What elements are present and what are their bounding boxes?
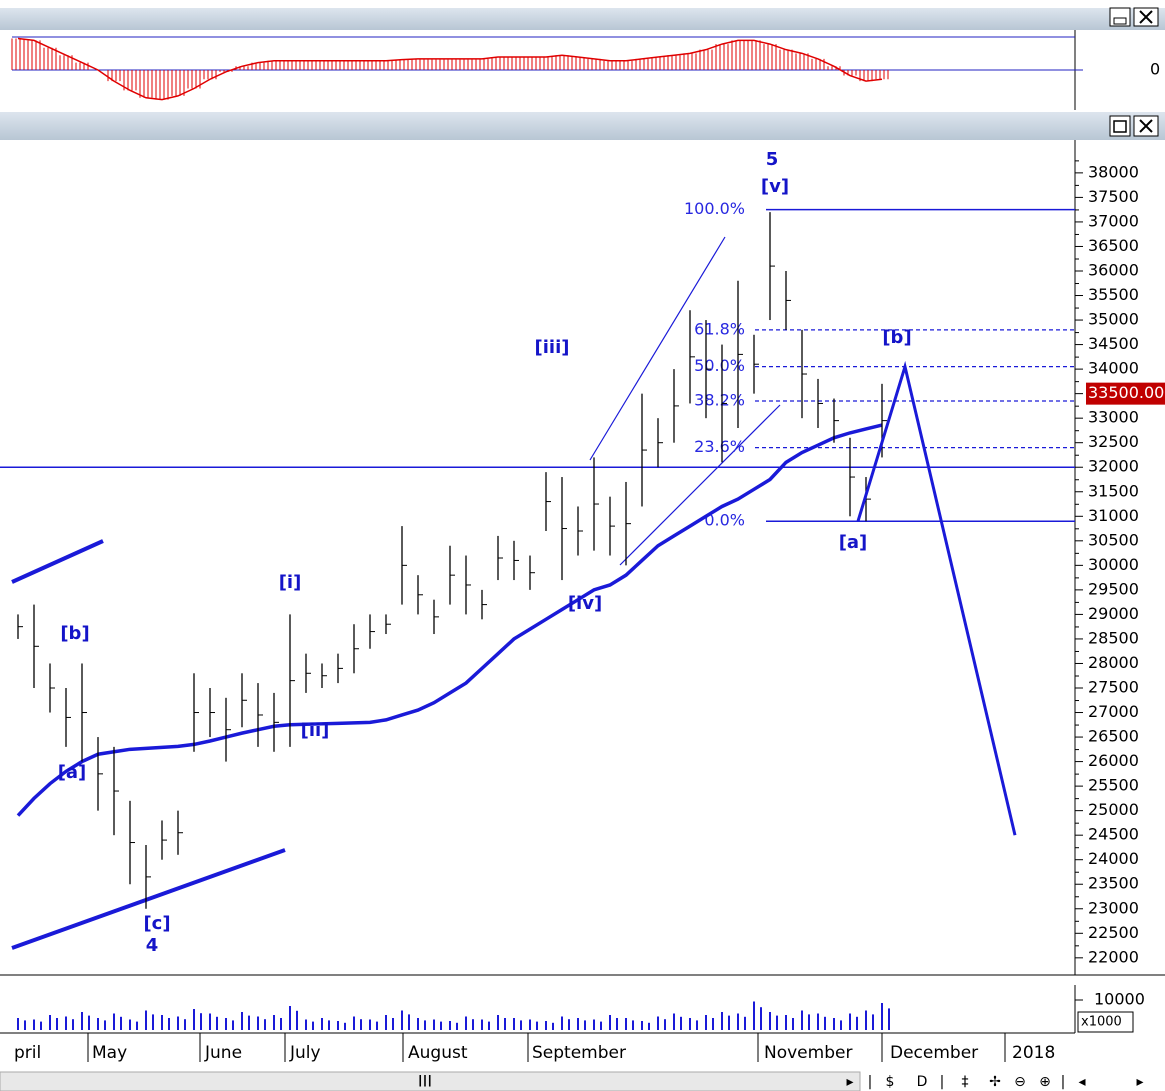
y-tick-label: 24000 — [1088, 849, 1139, 868]
y-tick-label: 31500 — [1088, 481, 1139, 500]
toolbar-button[interactable]: D — [917, 1074, 928, 1090]
wave-label: [i] — [279, 572, 302, 593]
toolbar-button[interactable]: $ — [886, 1074, 895, 1090]
y-tick-label: 22500 — [1088, 923, 1139, 942]
y-tick-label: 22000 — [1088, 947, 1139, 966]
window-buttons[interactable] — [1109, 7, 1159, 137]
y-tick-label: 35500 — [1088, 285, 1139, 304]
month-label: December — [890, 1043, 978, 1063]
y-tick-label: 34500 — [1088, 334, 1139, 353]
projection — [856, 360, 1017, 836]
oscillator-line — [17, 37, 883, 101]
unit-box — [1077, 1011, 1134, 1033]
y-tick-label: 30000 — [1088, 555, 1139, 574]
moving-average — [16, 423, 883, 817]
toolbar-button[interactable]: | — [940, 1074, 945, 1090]
wave-label: [ii] — [301, 720, 330, 741]
fib-label: 61.8% — [694, 319, 745, 338]
oscillator-tick-label: 0 — [1150, 60, 1160, 79]
month-label: June — [204, 1043, 242, 1063]
month-label: August — [408, 1043, 468, 1063]
y-tick-label: 37000 — [1088, 211, 1139, 230]
toolbar-button[interactable]: ✢ — [989, 1074, 1001, 1090]
toolbar-button[interactable]: | — [1061, 1074, 1066, 1090]
trend-lines — [11, 236, 781, 950]
y-tick-label: 29000 — [1088, 604, 1139, 623]
y-tick-label: 31000 — [1088, 506, 1139, 525]
month-label: 2018 — [1012, 1043, 1055, 1063]
month-label: July — [289, 1043, 321, 1063]
y-tick-label: 34000 — [1088, 359, 1139, 378]
fib-label: 23.6% — [694, 437, 745, 456]
last-price-label: 33500.00 — [1088, 383, 1164, 402]
panel-header — [0, 112, 1165, 140]
y-tick-label: 26500 — [1088, 727, 1139, 746]
y-tick-label: 36500 — [1088, 236, 1139, 255]
toolbar-button[interactable]: | — [868, 1074, 873, 1090]
volume-tick-label: 10000 — [1094, 990, 1145, 1009]
y-tick-label: 36000 — [1088, 260, 1139, 279]
wave-label: 5 — [766, 149, 779, 170]
toolbar-button[interactable]: ⊖ — [1014, 1074, 1026, 1090]
y-tick-label: 23000 — [1088, 898, 1139, 917]
wave-label: [b] — [882, 327, 911, 348]
month-label: November — [764, 1043, 852, 1063]
y-tick-label: 38000 — [1088, 162, 1139, 181]
panel-header — [0, 8, 1165, 30]
y-tick-label: 33000 — [1088, 408, 1139, 427]
fib-label: 50.0% — [694, 356, 745, 375]
volume-unit: x1000 — [1081, 1015, 1122, 1030]
wave-label: [a] — [58, 762, 87, 783]
y-tick-label: 24500 — [1088, 825, 1139, 844]
wave-label: [b] — [60, 623, 89, 644]
y-tick-label: 23500 — [1088, 874, 1139, 893]
y-tick-label: 30500 — [1088, 530, 1139, 549]
month-label: May — [92, 1043, 127, 1063]
month-label: September — [532, 1043, 626, 1063]
toolbar-button[interactable]: ⊕ — [1039, 1074, 1051, 1090]
y-tick-label: 32000 — [1088, 457, 1139, 476]
toolbar-button[interactable]: ◂ — [1078, 1074, 1085, 1090]
last-price-box — [1086, 382, 1165, 405]
month-label: pril — [14, 1043, 41, 1063]
y-tick-label: 32500 — [1088, 432, 1139, 451]
y-tick-label: 28500 — [1088, 628, 1139, 647]
fib-label: 38.2% — [694, 390, 745, 409]
scrollbar-grip[interactable]: III — [418, 1072, 432, 1091]
wave-label: [c] — [143, 913, 170, 934]
wave-label: 4 — [146, 935, 159, 956]
wave-label: [a] — [839, 532, 868, 553]
y-tick-label: 35000 — [1088, 310, 1139, 329]
fib-label: 0.0% — [704, 511, 745, 530]
y-tick-label: 25000 — [1088, 800, 1139, 819]
fib-label: 100.0% — [684, 199, 745, 218]
toolbar-button[interactable]: ▸ — [1136, 1074, 1143, 1090]
wave-label: [v] — [761, 176, 789, 197]
wave-label: [iv] — [568, 593, 602, 614]
wave-label: [iii] — [535, 337, 570, 358]
y-tick-label: 37500 — [1088, 187, 1139, 206]
y-tick-label: 29500 — [1088, 579, 1139, 598]
toolbar-button[interactable]: ▸ — [846, 1074, 853, 1090]
toolbar-button[interactable]: ‡ — [962, 1074, 969, 1090]
y-tick-label: 26000 — [1088, 751, 1139, 770]
y-tick-label: 25500 — [1088, 776, 1139, 795]
scrollbar[interactable] — [0, 1071, 861, 1091]
y-tick-label: 27500 — [1088, 677, 1139, 696]
y-tick-label: 27000 — [1088, 702, 1139, 721]
y-tick-label: 28000 — [1088, 653, 1139, 672]
